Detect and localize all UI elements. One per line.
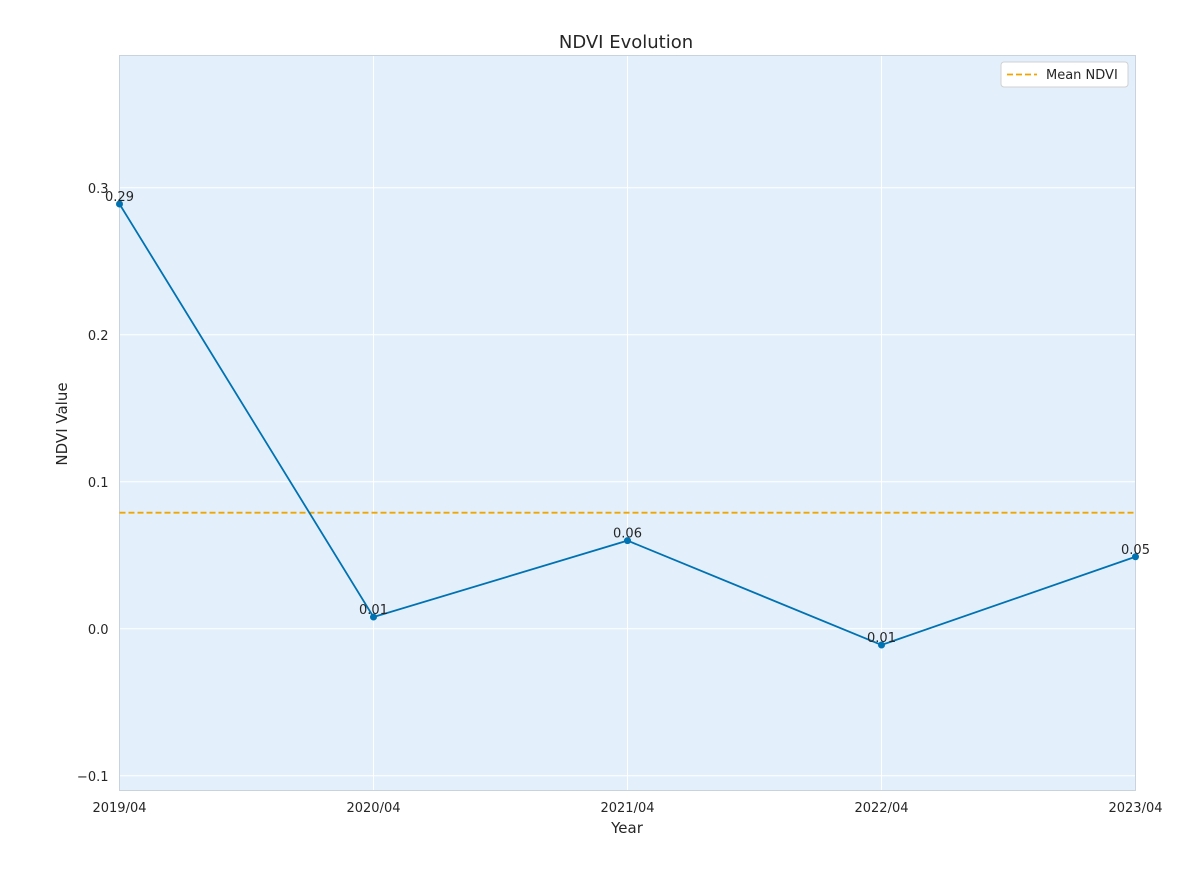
data-point	[1132, 553, 1139, 561]
y-tick-label: 0.1	[88, 476, 109, 491]
y-tick-label: 0.3	[88, 182, 109, 197]
x-tick-label: 2023/04	[1108, 801, 1162, 816]
data-label: 0.05	[1121, 543, 1150, 558]
data-point	[370, 613, 377, 621]
data-point	[624, 537, 631, 545]
x-tick-label: 2019/04	[92, 801, 146, 816]
plot-border	[119, 55, 1136, 791]
x-tick-label: 2021/04	[600, 801, 654, 816]
data-label: 0.06	[613, 527, 642, 542]
y-axis-label: NDVI Value	[53, 382, 71, 465]
legend: Mean NDVI	[1000, 61, 1129, 88]
x-tick-label: 2020/04	[346, 801, 400, 816]
data-point	[116, 200, 123, 208]
legend-mean-ndvi-label: Mean NDVI	[1046, 68, 1118, 83]
chart-title: NDVI Evolution	[559, 32, 693, 53]
grid-lines	[119, 55, 1136, 791]
data-label: 0.29	[105, 190, 134, 205]
data-label: 0.01	[867, 631, 896, 646]
x-axis-label: Year	[610, 819, 644, 837]
data-label: 0.01	[359, 603, 388, 618]
data-point	[878, 641, 885, 649]
series-layer	[116, 200, 1139, 649]
y-tick-label: −0.1	[77, 770, 109, 785]
y-tick-label: 0.2	[88, 329, 109, 344]
legend-box	[1000, 61, 1129, 88]
y-tick-label: 0.0	[88, 623, 109, 638]
data-labels: 0.29 0.01 0.06 0.01 0.05	[105, 190, 1150, 646]
axis-ticks: −0.1 0.0 0.1 0.2 0.3 2019/04 2020/04 2021/04 202…	[77, 182, 1163, 816]
x-tick-label: 2022/04	[854, 801, 908, 816]
